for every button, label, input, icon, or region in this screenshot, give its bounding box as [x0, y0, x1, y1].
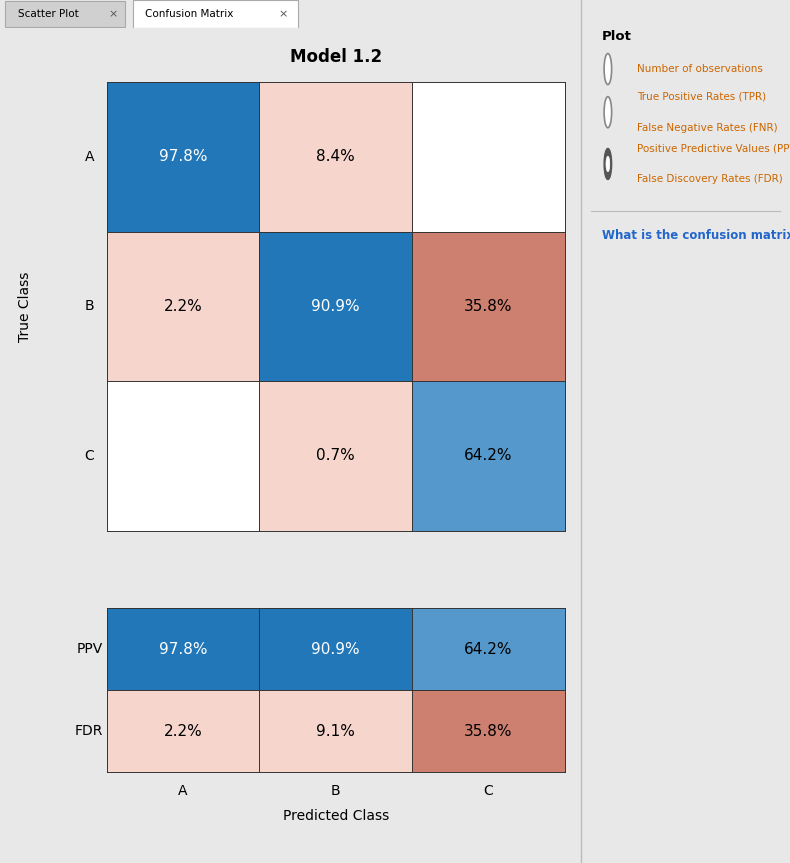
Text: 0.7%: 0.7% — [316, 449, 356, 463]
Text: Positive Predictive Values (PPV): Positive Predictive Values (PPV) — [638, 143, 790, 154]
Circle shape — [606, 156, 610, 172]
Text: Predicted Class: Predicted Class — [283, 809, 389, 822]
Text: Scatter Plot: Scatter Plot — [18, 9, 79, 19]
Text: 97.8%: 97.8% — [159, 642, 207, 657]
Text: 97.8%: 97.8% — [159, 149, 207, 164]
Text: C: C — [85, 449, 94, 463]
Text: 8.4%: 8.4% — [316, 149, 356, 164]
Text: ×: × — [108, 9, 118, 19]
Text: True Class: True Class — [18, 271, 32, 342]
Bar — [5, 2, 125, 27]
Text: What is the confusion matrix?: What is the confusion matrix? — [602, 229, 790, 242]
Text: C: C — [483, 784, 494, 797]
Text: Model 1.2: Model 1.2 — [290, 48, 382, 66]
Text: B: B — [331, 784, 340, 797]
Text: ×: × — [278, 9, 288, 19]
Text: Confusion Matrix: Confusion Matrix — [145, 9, 234, 19]
Text: 2.2%: 2.2% — [164, 299, 202, 314]
Circle shape — [604, 54, 611, 85]
Text: True Positive Rates (TPR): True Positive Rates (TPR) — [638, 91, 766, 102]
Text: 9.1%: 9.1% — [316, 724, 356, 739]
Text: 90.9%: 90.9% — [311, 642, 360, 657]
Text: B: B — [85, 299, 94, 313]
Text: A: A — [85, 150, 94, 164]
Text: Plot: Plot — [602, 30, 631, 43]
Text: A: A — [179, 784, 188, 797]
Circle shape — [604, 148, 611, 180]
Text: FDR: FDR — [75, 724, 103, 739]
Text: 64.2%: 64.2% — [465, 642, 513, 657]
Bar — [134, 0, 299, 28]
Text: 90.9%: 90.9% — [311, 299, 360, 314]
Circle shape — [604, 97, 611, 128]
Text: PPV: PPV — [76, 642, 103, 657]
Text: 2.2%: 2.2% — [164, 724, 202, 739]
Text: 64.2%: 64.2% — [465, 449, 513, 463]
Text: False Negative Rates (FNR): False Negative Rates (FNR) — [638, 123, 778, 133]
Text: 35.8%: 35.8% — [465, 299, 513, 314]
Text: 35.8%: 35.8% — [465, 724, 513, 739]
Text: Number of observations: Number of observations — [638, 64, 763, 74]
Text: False Discovery Rates (FDR): False Discovery Rates (FDR) — [638, 174, 783, 185]
